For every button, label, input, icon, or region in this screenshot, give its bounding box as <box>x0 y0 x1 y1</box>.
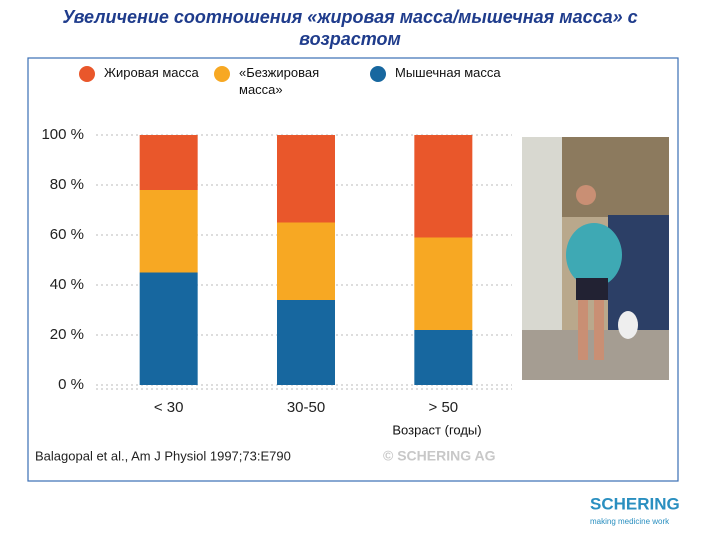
x-tick-label: > 50 <box>429 399 459 416</box>
y-tick-label: 20 % <box>50 326 84 343</box>
legend-label: «Безжировая масса» <box>239 65 320 97</box>
bar-segment <box>414 135 473 238</box>
photo <box>522 137 669 380</box>
legend-marker <box>79 66 95 82</box>
legend-marker <box>370 66 386 82</box>
bar-segment <box>139 272 198 385</box>
logo: SCHERING <box>590 494 680 513</box>
bar-segment <box>139 190 198 273</box>
y-tick-label: 100 % <box>41 126 84 143</box>
bar-segment <box>414 237 473 330</box>
x-tick-label: < 30 <box>154 399 184 416</box>
bar-segment <box>277 135 335 223</box>
y-tick-label: 40 % <box>50 276 84 293</box>
bar-segment <box>414 330 473 385</box>
source: Balagopal et al., Am J Physiol 1997;73:E… <box>35 448 291 463</box>
bar-segment <box>277 300 335 385</box>
legend-marker <box>214 66 230 82</box>
x-tick-label: 30-50 <box>287 399 325 416</box>
legend-label: Жировая масса <box>104 65 199 80</box>
y-tick-label: 80 % <box>50 176 84 193</box>
bar-segment <box>139 135 198 190</box>
x-axis-label: Возраст (годы) <box>392 422 481 437</box>
frame <box>27 57 679 482</box>
legend-label: Мышечная масса <box>395 65 501 80</box>
title: Увеличение соотношения «жировая масса/мы… <box>62 7 638 49</box>
bar-segment <box>277 222 335 300</box>
copyright: © SCHERING AG <box>383 448 496 464</box>
y-tick-label: 0 % <box>58 376 84 393</box>
y-tick-label: 60 % <box>50 226 84 243</box>
tagline: making medicine work <box>590 517 670 526</box>
